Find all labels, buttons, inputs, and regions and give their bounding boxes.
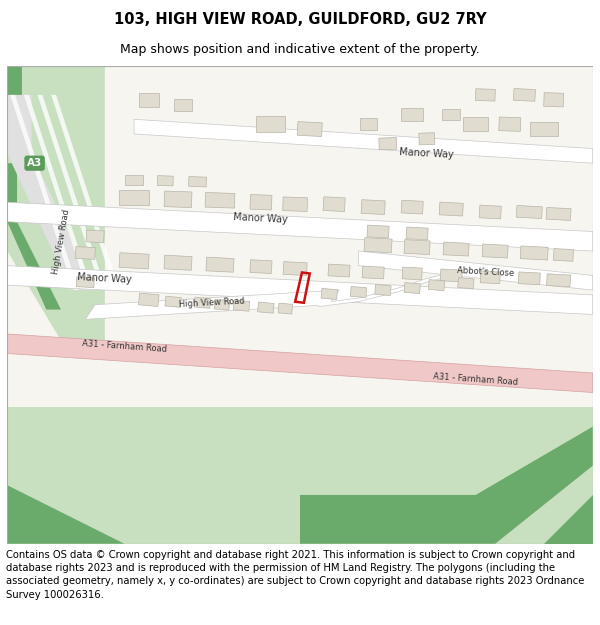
FancyBboxPatch shape [553, 249, 574, 261]
FancyBboxPatch shape [321, 288, 337, 299]
FancyBboxPatch shape [350, 286, 367, 298]
FancyBboxPatch shape [194, 298, 211, 308]
FancyBboxPatch shape [174, 99, 191, 111]
Polygon shape [7, 66, 105, 349]
FancyBboxPatch shape [205, 192, 235, 208]
FancyBboxPatch shape [164, 191, 192, 208]
FancyBboxPatch shape [206, 257, 234, 272]
Text: A31 - Farnham Road: A31 - Farnham Road [433, 372, 518, 388]
Bar [7, 407, 593, 544]
Text: A31 - Farnham Road: A31 - Farnham Road [82, 339, 167, 354]
FancyBboxPatch shape [404, 239, 430, 254]
FancyBboxPatch shape [362, 266, 384, 279]
FancyBboxPatch shape [119, 189, 149, 205]
FancyBboxPatch shape [463, 118, 488, 131]
FancyBboxPatch shape [458, 278, 474, 289]
FancyBboxPatch shape [233, 300, 250, 311]
FancyBboxPatch shape [283, 262, 307, 276]
Text: Manor Way: Manor Way [77, 272, 133, 285]
Text: Map shows position and indicative extent of the property.: Map shows position and indicative extent… [120, 42, 480, 56]
Text: Contains OS data © Crown copyright and database right 2021. This information is : Contains OS data © Crown copyright and d… [6, 550, 584, 599]
FancyBboxPatch shape [139, 93, 158, 107]
FancyBboxPatch shape [406, 227, 428, 240]
Polygon shape [7, 266, 593, 314]
FancyBboxPatch shape [75, 247, 95, 259]
Polygon shape [7, 95, 95, 290]
Polygon shape [359, 251, 593, 290]
FancyBboxPatch shape [214, 299, 230, 310]
Polygon shape [7, 163, 61, 309]
FancyBboxPatch shape [401, 200, 423, 214]
FancyBboxPatch shape [164, 255, 192, 270]
Text: High View Road: High View Road [51, 208, 71, 274]
FancyBboxPatch shape [125, 175, 143, 184]
FancyBboxPatch shape [419, 132, 435, 145]
FancyBboxPatch shape [499, 117, 521, 131]
FancyBboxPatch shape [544, 92, 563, 107]
FancyBboxPatch shape [250, 194, 272, 210]
Polygon shape [134, 119, 593, 163]
FancyBboxPatch shape [517, 206, 542, 219]
FancyBboxPatch shape [76, 277, 94, 288]
FancyBboxPatch shape [256, 116, 286, 132]
Polygon shape [300, 427, 593, 544]
FancyBboxPatch shape [404, 282, 421, 294]
FancyBboxPatch shape [514, 89, 535, 101]
Text: Manor Way: Manor Way [400, 147, 454, 160]
FancyBboxPatch shape [139, 293, 159, 306]
Polygon shape [38, 95, 106, 290]
FancyBboxPatch shape [86, 230, 104, 242]
FancyBboxPatch shape [530, 122, 557, 136]
FancyBboxPatch shape [257, 302, 274, 313]
FancyBboxPatch shape [440, 269, 462, 282]
FancyBboxPatch shape [518, 272, 541, 285]
Polygon shape [85, 290, 339, 319]
Polygon shape [544, 495, 593, 544]
Polygon shape [7, 485, 124, 544]
FancyBboxPatch shape [364, 238, 392, 252]
FancyBboxPatch shape [188, 176, 206, 187]
Text: A3: A3 [27, 158, 42, 168]
FancyBboxPatch shape [278, 303, 293, 314]
FancyBboxPatch shape [323, 197, 345, 212]
Text: High View Road: High View Road [179, 296, 245, 309]
Text: Abbot's Close: Abbot's Close [457, 266, 514, 279]
FancyBboxPatch shape [439, 202, 463, 216]
Polygon shape [7, 202, 593, 251]
FancyBboxPatch shape [367, 225, 389, 238]
FancyBboxPatch shape [375, 284, 391, 296]
Polygon shape [10, 95, 79, 290]
FancyBboxPatch shape [157, 176, 173, 186]
FancyBboxPatch shape [401, 107, 423, 121]
Polygon shape [51, 95, 119, 290]
Polygon shape [7, 66, 76, 251]
FancyBboxPatch shape [479, 205, 502, 219]
FancyBboxPatch shape [283, 197, 308, 211]
FancyBboxPatch shape [119, 253, 149, 269]
FancyBboxPatch shape [359, 118, 377, 130]
FancyBboxPatch shape [547, 274, 571, 287]
Text: 103, HIGH VIEW ROAD, GUILDFORD, GU2 7RY: 103, HIGH VIEW ROAD, GUILDFORD, GU2 7RY [113, 12, 487, 27]
FancyBboxPatch shape [442, 109, 460, 120]
Polygon shape [24, 95, 92, 290]
FancyBboxPatch shape [328, 264, 350, 277]
FancyBboxPatch shape [480, 271, 500, 284]
FancyBboxPatch shape [482, 244, 508, 258]
FancyBboxPatch shape [443, 242, 469, 256]
FancyBboxPatch shape [297, 122, 322, 136]
FancyBboxPatch shape [475, 89, 496, 101]
FancyBboxPatch shape [361, 199, 385, 214]
FancyBboxPatch shape [428, 279, 445, 291]
FancyBboxPatch shape [402, 267, 422, 280]
FancyBboxPatch shape [250, 260, 272, 274]
FancyBboxPatch shape [165, 296, 181, 308]
FancyBboxPatch shape [546, 208, 571, 221]
Text: Manor Way: Manor Way [233, 213, 289, 225]
Polygon shape [7, 334, 593, 392]
FancyBboxPatch shape [520, 246, 548, 260]
FancyBboxPatch shape [379, 138, 397, 150]
